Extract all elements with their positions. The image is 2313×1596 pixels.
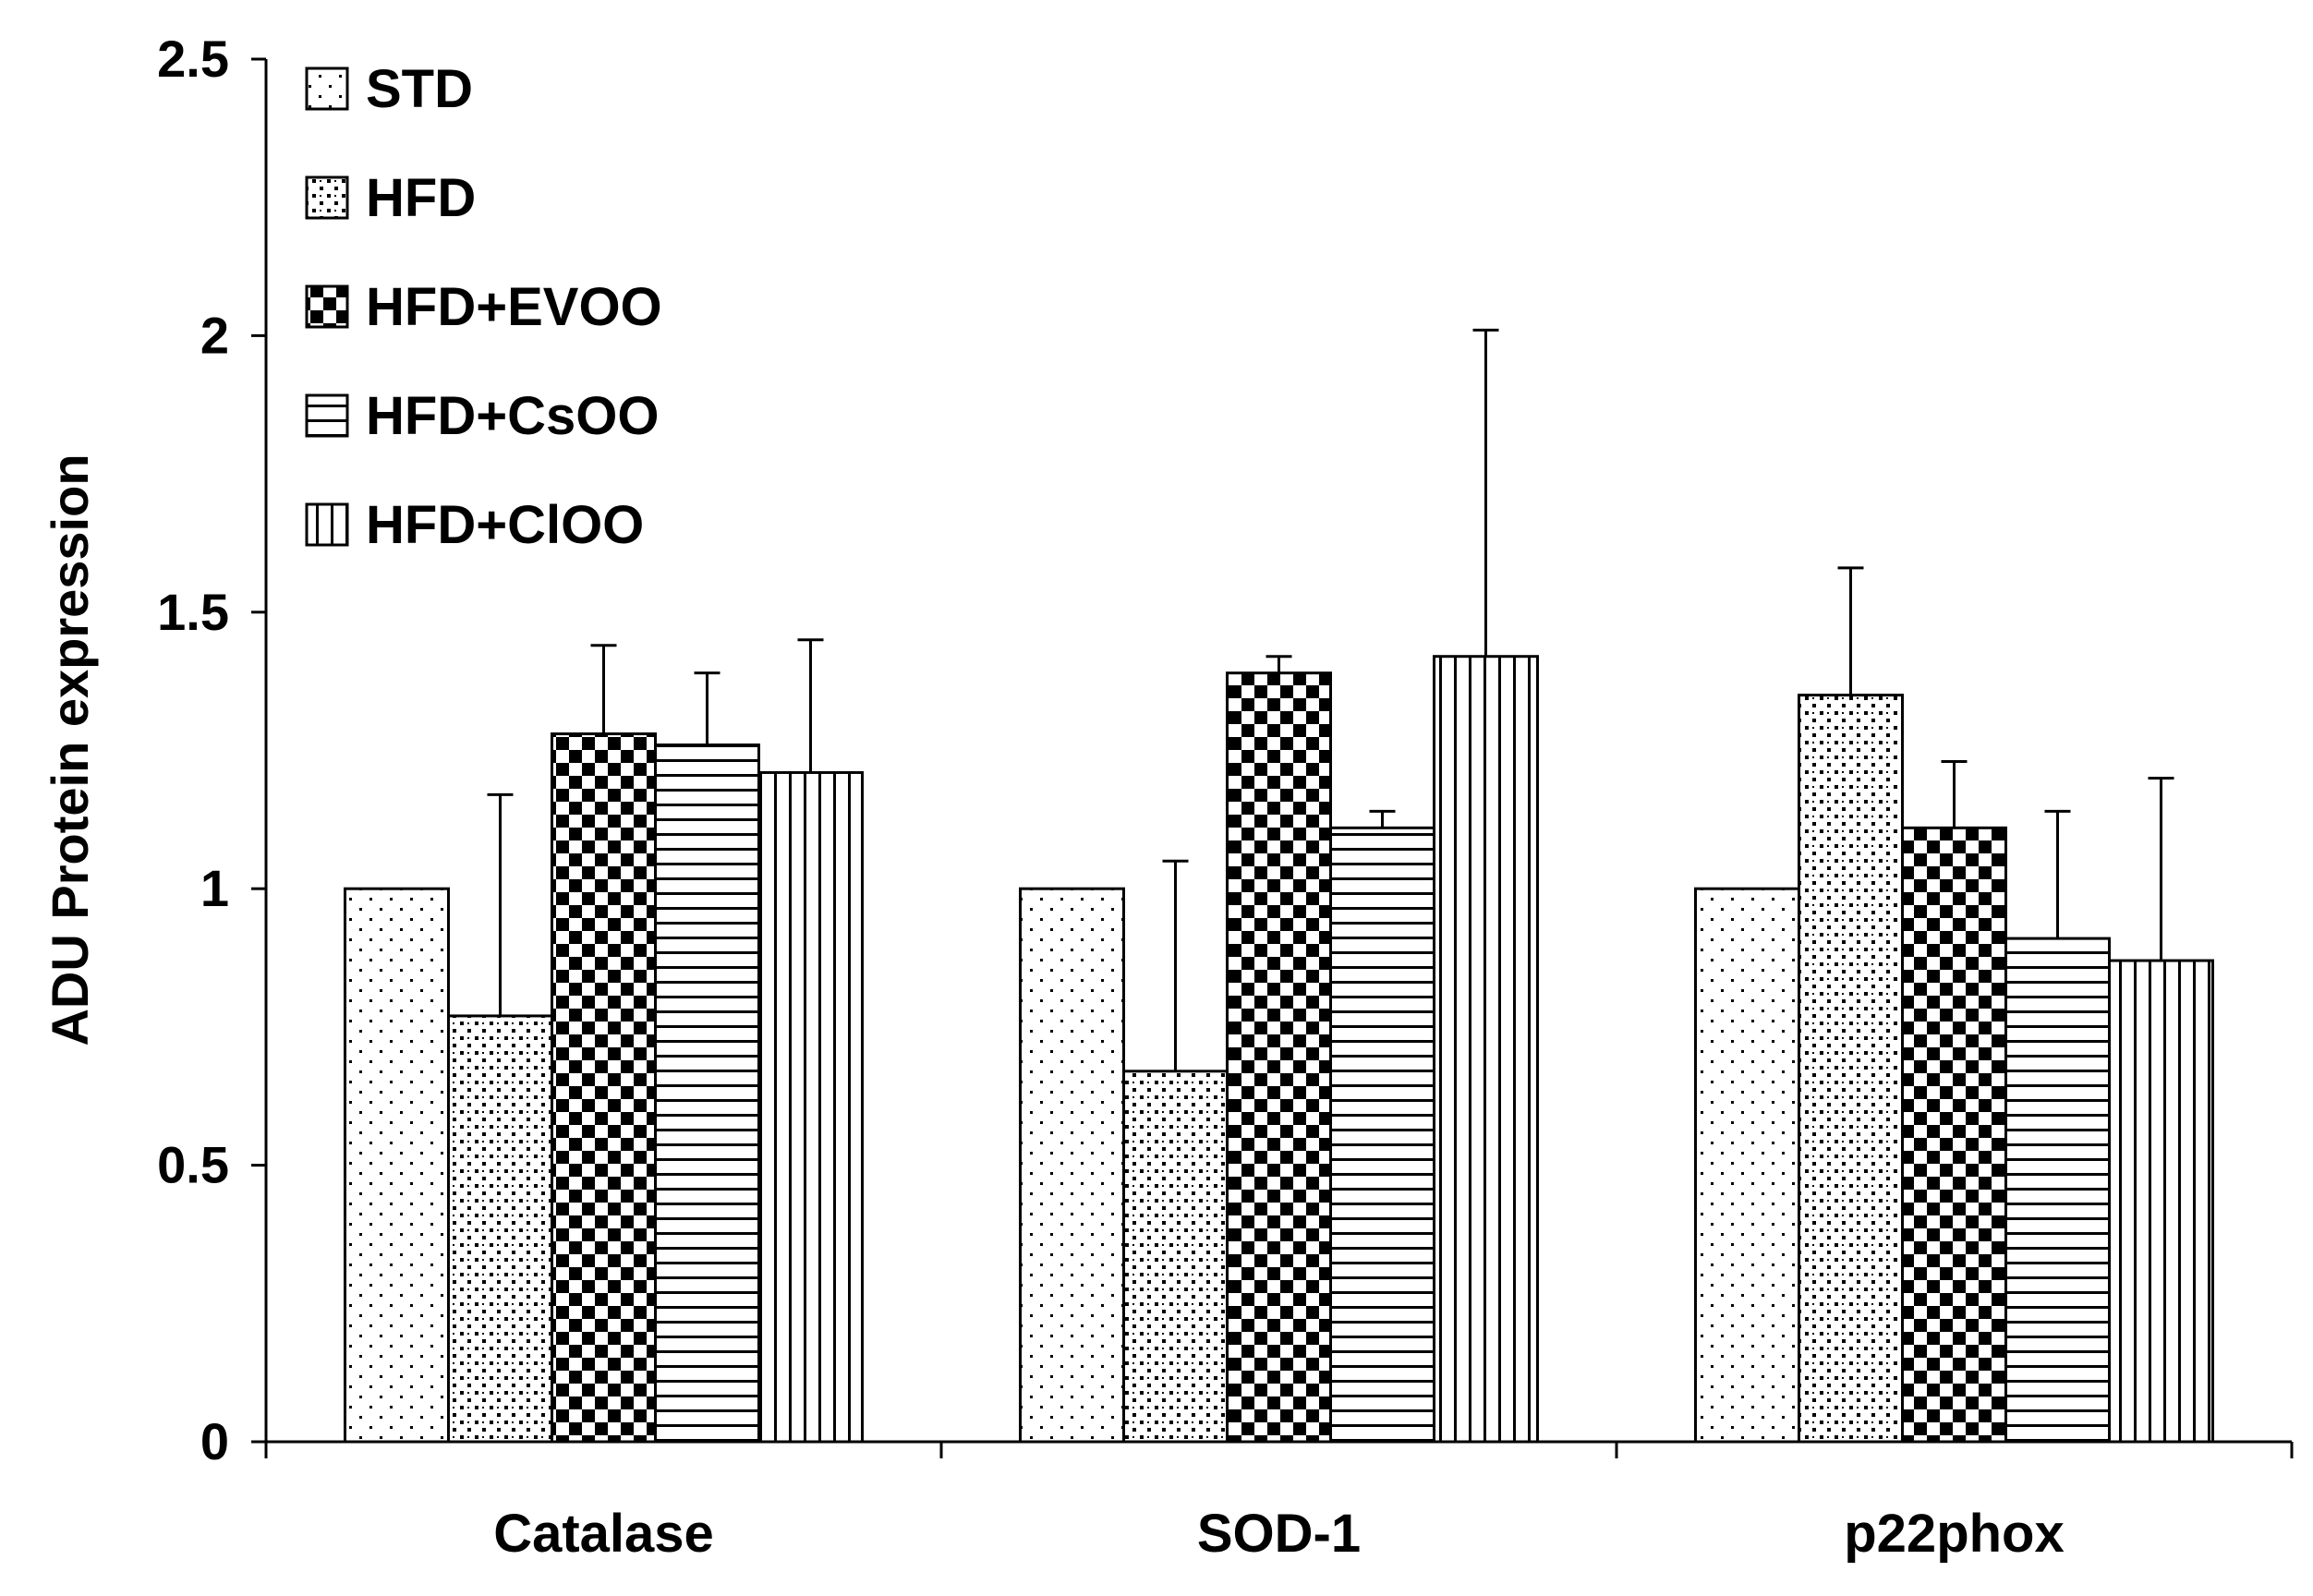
legend-label-hfd-cloo: HFD+ClOO [366, 495, 644, 555]
bar-hfd-p22phox [1798, 694, 1904, 1444]
bar-hfd-cloo-catalase [757, 770, 864, 1444]
bar-hfd-csoo-p22phox [2004, 937, 2111, 1444]
bar-hfd-csoo-sod-1 [1329, 826, 1435, 1444]
bar-hfd-csoo-catalase [654, 744, 760, 1444]
bar-std-sod-1 [1019, 887, 1125, 1444]
legend-label-std: STD [366, 59, 473, 119]
y-ticks: 0 0.5 1 1.5 2 2.5 [157, 30, 266, 1470]
y-tick-label: 1.5 [157, 583, 229, 641]
legend: STD HFD HFD+EVOO HFD+CsOO HFD+ClOO [305, 59, 662, 555]
legend-swatch-hfd-cloo [305, 502, 349, 547]
legend-swatch-hfd-evoo [305, 284, 349, 329]
legend-swatch-hfd-csoo [305, 393, 349, 438]
legend-label-hfd-evoo: HFD+EVOO [366, 277, 662, 337]
bar-std-catalase [344, 887, 450, 1444]
bar-std-p22phox [1694, 887, 1800, 1444]
bar-hfd-evoo-p22phox [1901, 826, 2007, 1444]
bar-hfd-evoo-catalase [551, 732, 657, 1444]
y-tick-label: 2 [200, 306, 229, 364]
legend-label-hfd: HFD [366, 168, 476, 228]
x-ticks: Catalase SOD-1 p22phox [264, 1442, 2294, 1564]
y-axis-title: ADU Protein expression [41, 453, 99, 1046]
x-tick-label: Catalase [493, 1504, 714, 1564]
bar-hfd-cloo-sod-1 [1433, 655, 1539, 1444]
y-tick-label: 2.5 [157, 30, 229, 88]
bars [344, 655, 2214, 1444]
legend-label-hfd-csoo: HFD+CsOO [366, 386, 659, 446]
legend-swatch-hfd [305, 175, 349, 220]
x-tick-label: p22phox [1844, 1504, 2065, 1564]
y-tick-label: 0 [200, 1412, 229, 1470]
y-tick-label: 1 [200, 859, 229, 917]
bar-hfd-cloo-p22phox [2108, 959, 2214, 1444]
bar-hfd-sod-1 [1122, 1070, 1229, 1444]
bar-hfd-catalase [447, 1014, 553, 1444]
y-tick-label: 0.5 [157, 1136, 229, 1194]
x-tick-label: SOD-1 [1197, 1504, 1361, 1564]
legend-swatch-std [305, 66, 349, 111]
bar-hfd-evoo-sod-1 [1226, 671, 1332, 1444]
error-bars [487, 328, 2174, 1071]
